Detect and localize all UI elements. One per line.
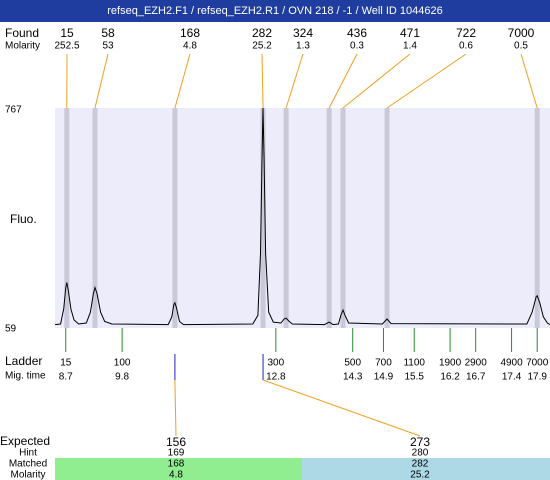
y-max-label: 767	[5, 105, 22, 116]
y-min-label: 59	[5, 324, 17, 335]
found-molarity: 0.5	[514, 41, 528, 52]
ladder-size: 500	[344, 358, 361, 369]
found-size: 324	[293, 26, 313, 40]
peak-band	[92, 108, 98, 328]
found-molarity: 25.2	[252, 41, 272, 52]
ladder-size: 7000	[526, 358, 549, 369]
ladder-size: 2900	[465, 358, 488, 369]
ladder-time: 14.9	[374, 372, 394, 383]
ladder-label: Ladder	[5, 354, 42, 368]
ladder-time: 8.7	[59, 372, 73, 383]
peak-band	[260, 108, 266, 328]
ladder-size: 1100	[403, 358, 425, 369]
found-label: Found	[5, 26, 39, 40]
ladder-time: 9.8	[115, 372, 129, 383]
found-molarity: 4.8	[183, 41, 197, 52]
found-molarity: 53	[102, 41, 114, 52]
peak-band	[534, 108, 540, 328]
ladder-size: 700	[375, 358, 392, 369]
peak-band	[172, 108, 178, 328]
found-size: 436	[347, 26, 367, 40]
ladder-time: 15.5	[404, 372, 424, 383]
found-size: 15	[60, 26, 74, 40]
found-size: 471	[400, 26, 420, 40]
found-molarity: 1.4	[403, 41, 417, 52]
found-connector	[285, 53, 304, 109]
trace	[54, 107, 550, 326]
ladder-time: 17.4	[502, 372, 522, 383]
expected-connector	[174, 379, 177, 437]
y-axis-label: Fluo.	[10, 212, 37, 226]
found-connector	[261, 53, 264, 109]
found-connector	[520, 53, 538, 109]
matched-molarity: 25.2	[410, 470, 430, 480]
title: refseq_EZH2.F1 / refseq_EZH2.R1 / OVN 21…	[107, 5, 442, 17]
matched-band-2	[302, 458, 550, 480]
matched-size: 168	[168, 459, 185, 470]
peak-band	[384, 108, 390, 328]
expected-connector	[262, 379, 421, 437]
matched-band-1	[55, 458, 302, 480]
expected-size: 156	[166, 435, 186, 449]
ladder-time: 16.7	[466, 372, 486, 383]
ladder-time: 16.2	[440, 372, 460, 383]
peak-band	[283, 108, 289, 328]
expected-label: Expected	[0, 434, 50, 448]
hint-size: 280	[412, 448, 429, 459]
found-molarity: 1.3	[296, 41, 310, 52]
ladder-size: 1900	[439, 358, 462, 369]
mig-time-label: Mig. time	[5, 371, 46, 382]
found-connector	[94, 53, 109, 109]
found-size: 722	[456, 26, 476, 40]
found-connector	[328, 53, 358, 109]
hint-size: 169	[168, 448, 185, 459]
found-connector	[174, 53, 191, 109]
molarity-label: Molarity	[5, 41, 40, 52]
expected-size: 273	[410, 435, 430, 449]
title-bar	[0, 0, 550, 22]
matched-label: Matched	[9, 459, 47, 470]
found-size: 7000	[508, 26, 535, 40]
peak-band	[64, 108, 70, 328]
ladder-size: 100	[114, 358, 131, 369]
found-connector	[386, 53, 467, 109]
matched-size: 282	[412, 459, 429, 470]
ladder-time: 17.9	[527, 372, 547, 383]
found-size: 58	[101, 26, 115, 40]
found-molarity: 0.6	[459, 41, 473, 52]
ladder-size: 15	[60, 358, 72, 369]
found-size: 168	[180, 26, 200, 40]
ladder-size: 4900	[500, 358, 523, 369]
found-connector	[342, 53, 411, 109]
found-molarity: 0.3	[350, 41, 364, 52]
found-molarity: 252.5	[54, 41, 79, 52]
hint-label: Hint	[19, 448, 37, 459]
ladder-time: 12.8	[266, 372, 286, 383]
expected-molarity-label: Molarity	[10, 470, 45, 480]
peak-band	[340, 108, 346, 328]
ladder-time: 14.3	[343, 372, 363, 383]
found-size: 282	[252, 26, 272, 40]
ladder-size: 300	[268, 358, 285, 369]
plot-area	[55, 108, 550, 328]
peak-band	[326, 108, 332, 328]
matched-molarity: 4.8	[169, 470, 183, 480]
